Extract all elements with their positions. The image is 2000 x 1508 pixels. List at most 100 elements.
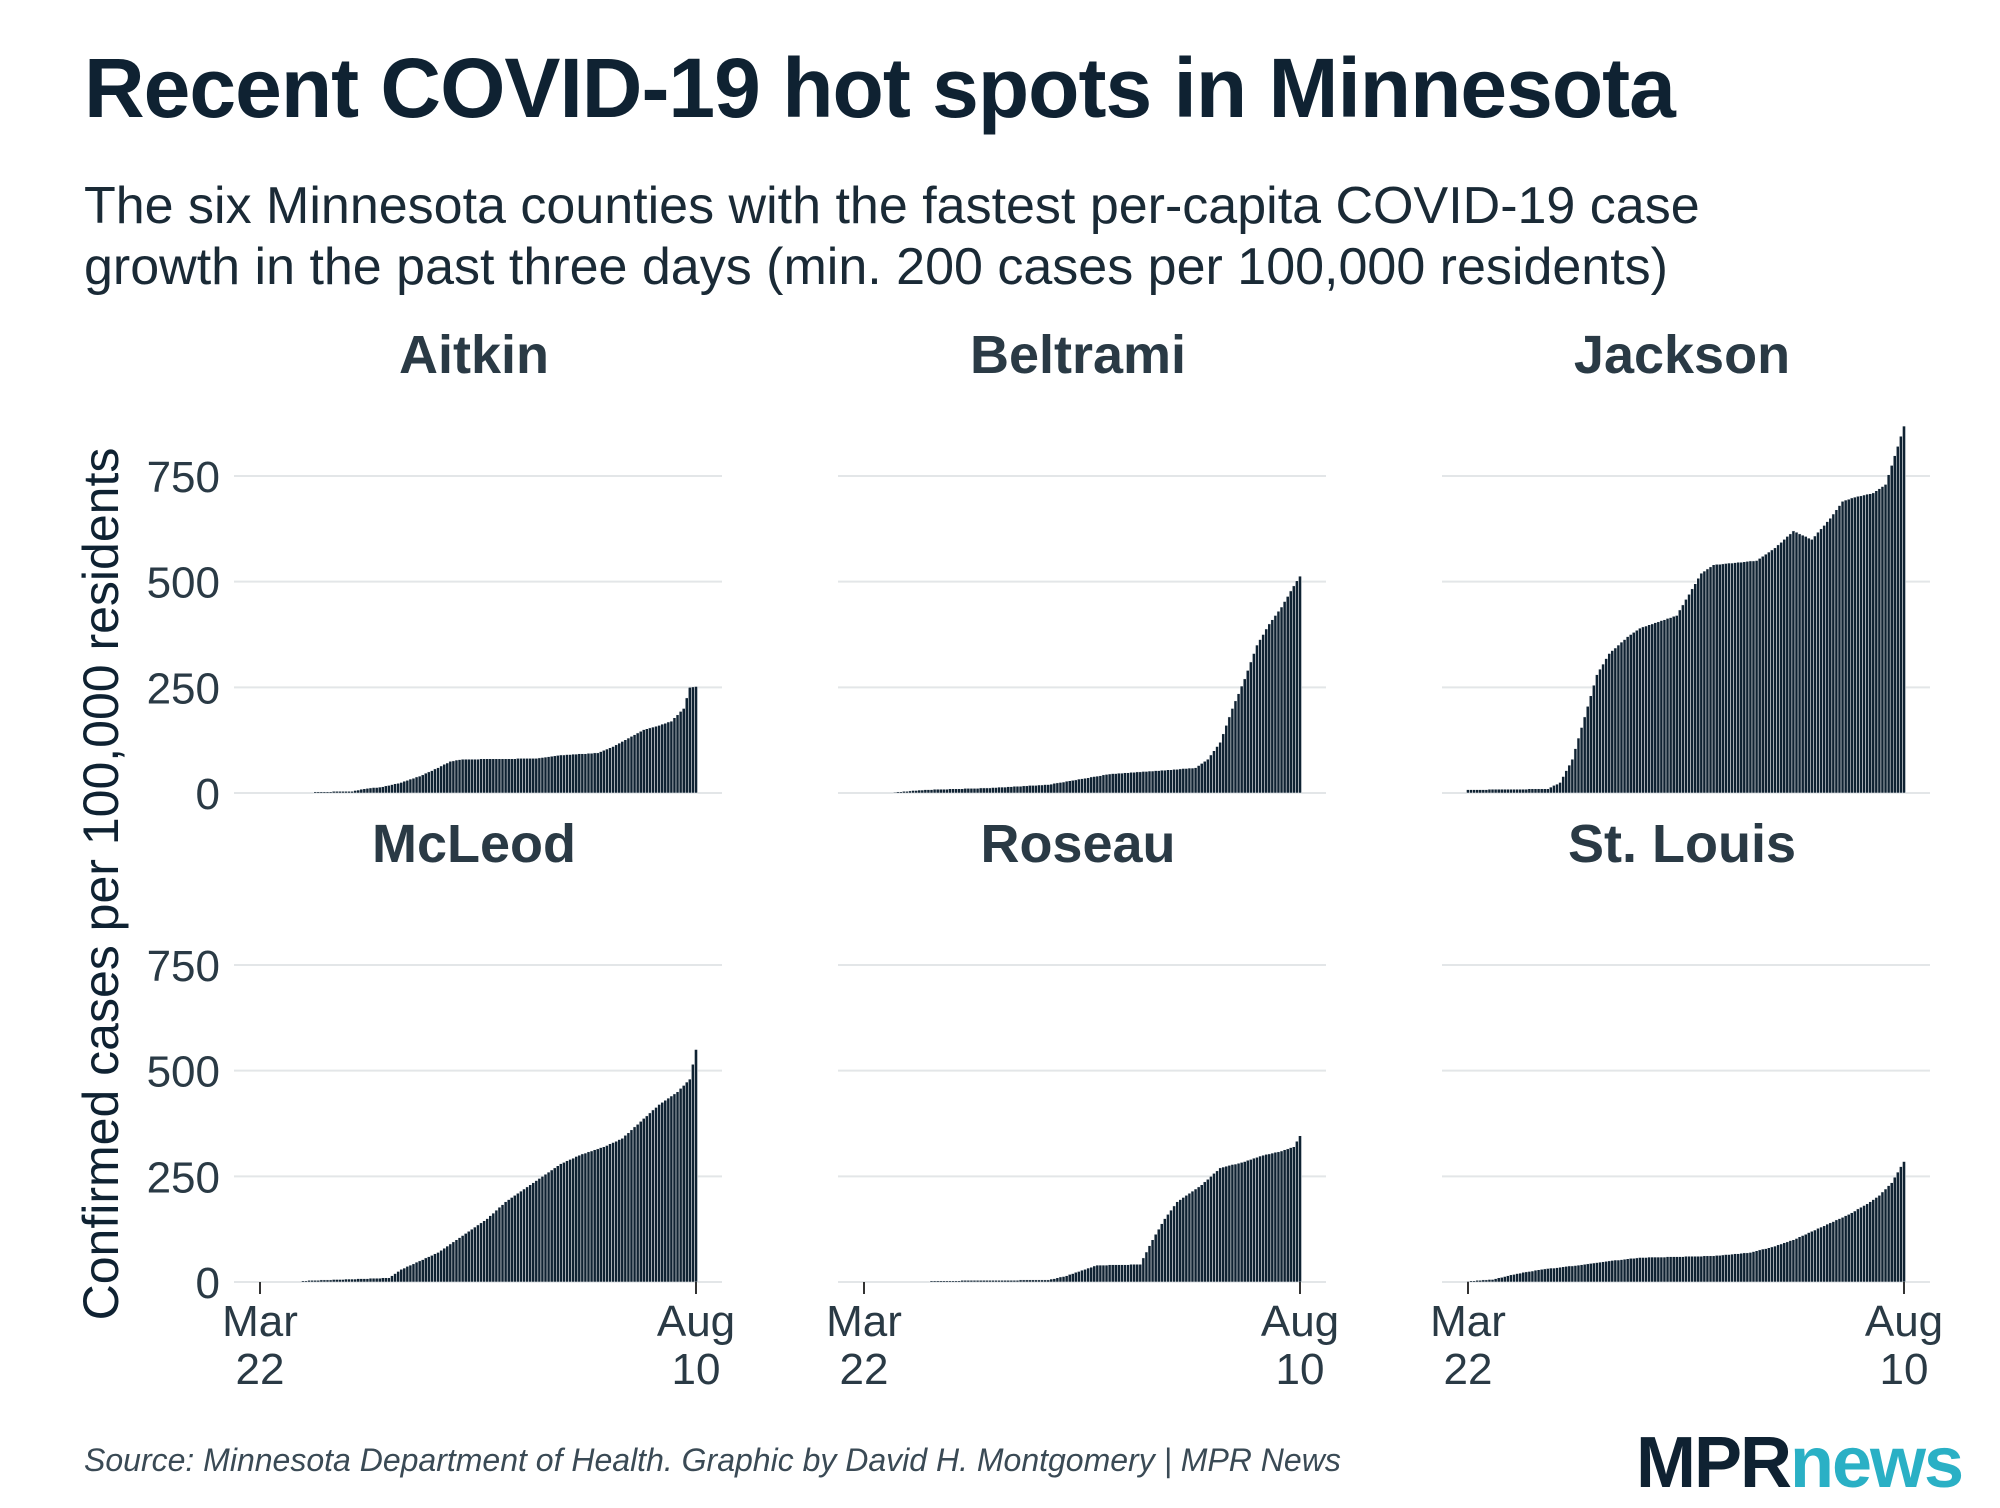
bar [1773,1245,1777,1283]
bar [1499,1277,1504,1283]
bar [1224,1165,1229,1283]
bar [381,786,385,794]
bar [1656,621,1661,794]
bar [1628,634,1633,794]
bar [1061,781,1066,794]
bar [1126,1264,1130,1283]
bar [377,786,382,794]
bar [1196,765,1201,794]
bar [1203,761,1207,794]
bar [1113,773,1118,794]
bar [1705,568,1710,794]
bar [1711,564,1716,794]
bar [1653,1256,1658,1283]
bar [362,1278,367,1283]
x-end-label-month: Aug [1865,1297,1943,1346]
bar [1530,1270,1535,1283]
bar [341,791,345,794]
bar [1635,1257,1639,1283]
bar [1187,767,1192,794]
bar [1104,774,1109,794]
bar [608,1143,612,1283]
bar [1865,493,1869,794]
bar [1160,1223,1164,1283]
bar [1616,1259,1621,1283]
bar [522,758,526,794]
bar [1169,769,1173,794]
x-end-label-day: 10 [1880,1345,1929,1394]
bar [1052,1278,1057,1283]
bar [1230,1164,1235,1283]
bar [1003,1280,1008,1283]
bar [1555,1267,1559,1283]
bar [1113,1264,1118,1283]
bar [1742,561,1747,794]
bar [549,755,554,794]
bar [1736,1253,1740,1283]
bar [932,1280,937,1283]
bar [448,761,453,794]
bar [405,1266,410,1283]
bar [623,739,628,794]
bar [1138,1264,1143,1283]
bar [1487,1279,1492,1283]
bar [1659,620,1664,794]
bar [1757,1249,1762,1283]
bar [1172,769,1176,794]
bar [1089,1266,1094,1283]
bar [1147,770,1152,794]
bar [1822,1225,1826,1283]
bar [396,783,400,794]
bar [1120,1264,1124,1283]
source-credit: Source: Minnesota Department of Health. … [84,1442,1341,1478]
panel-title: Beltrami [970,325,1186,385]
bar [892,791,897,794]
bar [954,1280,958,1283]
bar [1015,785,1020,794]
bar [384,785,388,794]
bar [935,1280,940,1283]
bar [433,768,437,794]
bar [310,1280,314,1283]
bar [448,1243,453,1283]
bar [988,787,992,794]
bar [1150,770,1155,794]
bar [932,788,937,794]
bar [334,791,339,794]
bar [362,788,367,794]
bar [651,1109,655,1283]
bar [1696,1255,1701,1283]
bar [1276,610,1281,794]
y-tick-label: 0 [196,1259,220,1308]
bar [500,1204,505,1283]
bar [1242,1161,1247,1283]
bar [1484,1279,1489,1283]
bar [427,1256,431,1283]
bar [1190,1190,1195,1283]
bar [319,1279,324,1283]
bar [1831,513,1836,794]
bar [966,788,971,794]
bar [1797,533,1802,794]
bar [387,1277,391,1283]
bar [1764,553,1768,794]
bar [1760,556,1765,794]
bar [963,788,968,794]
bar [1539,788,1544,794]
bar [951,788,955,794]
bar [1828,1222,1833,1283]
bar [476,758,480,794]
bar [402,780,407,794]
bar [1767,551,1771,794]
bar [1886,1185,1891,1283]
bar [605,1145,609,1283]
bar [396,1271,400,1283]
bar [1721,1254,1725,1283]
bar [1536,788,1541,794]
y-tick-label: 750 [147,942,220,991]
bar [1049,783,1054,794]
bar [1058,1276,1063,1283]
bar [1853,1210,1857,1283]
bar [574,753,579,794]
bar [1576,737,1581,794]
